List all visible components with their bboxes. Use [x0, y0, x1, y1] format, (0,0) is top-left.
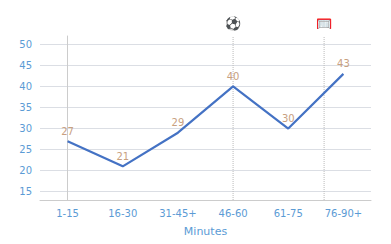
svg-text:25: 25	[19, 144, 32, 155]
svg-text:43: 43	[337, 58, 350, 69]
svg-text:Minutes: Minutes	[184, 225, 228, 238]
svg-text:46-60: 46-60	[219, 208, 248, 219]
svg-text:21: 21	[116, 151, 129, 162]
svg-text:29: 29	[172, 117, 185, 128]
svg-text:35: 35	[19, 102, 32, 113]
svg-text:⚽: ⚽	[224, 16, 241, 31]
svg-text:20: 20	[19, 165, 32, 176]
svg-text:50: 50	[19, 39, 32, 50]
svg-text:15: 15	[19, 186, 32, 197]
svg-text:40: 40	[19, 81, 32, 92]
svg-text:45: 45	[19, 60, 32, 71]
svg-text:16-30: 16-30	[108, 208, 137, 219]
svg-text:🥅: 🥅	[316, 16, 332, 31]
svg-text:30: 30	[19, 123, 32, 134]
svg-text:30: 30	[282, 113, 295, 124]
svg-text:61-75: 61-75	[274, 208, 303, 219]
svg-text:27: 27	[61, 126, 74, 137]
svg-text:40: 40	[227, 71, 240, 82]
svg-text:76-90+: 76-90+	[325, 208, 362, 219]
svg-text:31-45+: 31-45+	[159, 208, 196, 219]
svg-text:1-15: 1-15	[56, 208, 79, 219]
